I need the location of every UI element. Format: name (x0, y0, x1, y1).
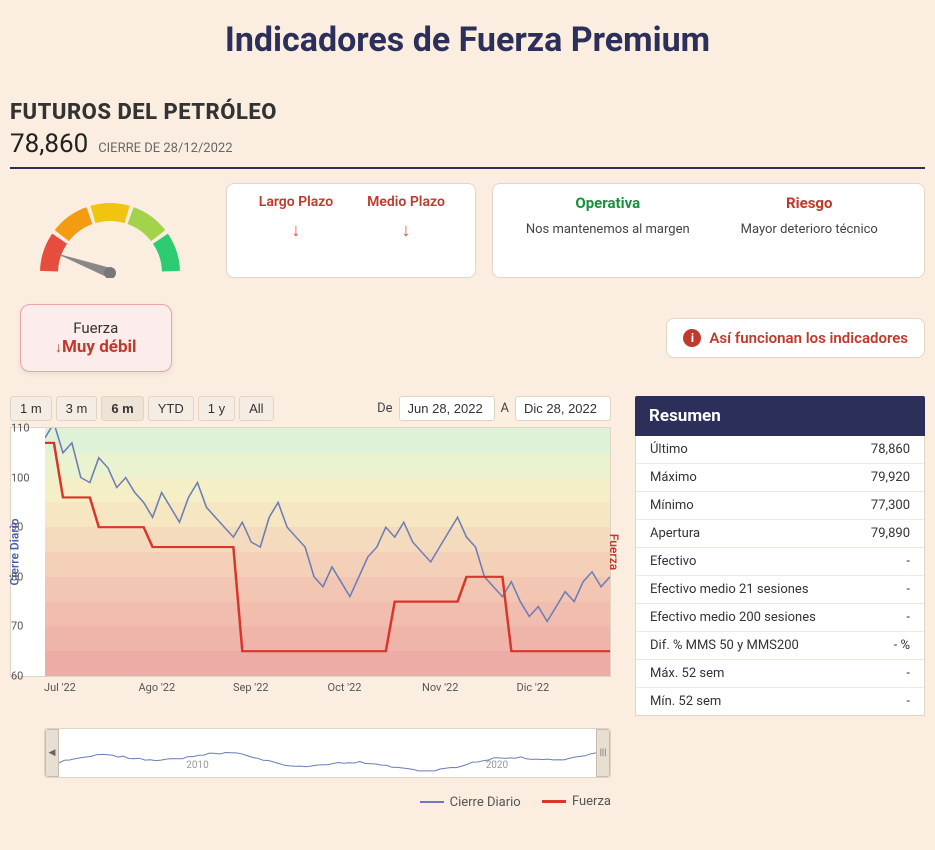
summary-row: Efectivo medio 200 sesiones- (636, 604, 924, 632)
summary-row: Máx. 52 sem- (636, 660, 924, 688)
date-to-label: A (501, 401, 509, 416)
range-YTD[interactable]: YTD (148, 396, 194, 421)
fuerza-title: Fuerza (55, 319, 137, 337)
nav-label-2: 2020 (486, 760, 508, 771)
legend: Cierre Diario Fuerza (10, 792, 611, 810)
range-6m[interactable]: 6 m (101, 396, 143, 421)
summary-panel: Resumen Último78,860Máximo79,920Mínimo77… (635, 396, 925, 716)
riesgo-value: Mayor deterioro técnico (709, 222, 911, 237)
summary-row: Apertura79,890 (636, 520, 924, 548)
nav-handle-right[interactable]: ||| (596, 729, 610, 777)
range-selector: 1 m3 m6 mYTD1 yAll De A (10, 396, 611, 421)
fuerza-value: ↓Muy débil (55, 337, 137, 357)
info-icon: i (683, 329, 701, 347)
gauge (10, 183, 210, 278)
legend-fuerza: Fuerza (572, 794, 611, 809)
largo-plazo-label: Largo Plazo (241, 194, 351, 210)
last-price: 78,860 (10, 129, 88, 159)
info-link[interactable]: i Así funcionan los indicadores (666, 318, 925, 358)
range-1y[interactable]: 1 y (198, 396, 235, 421)
nav-label-1: 2010 (186, 760, 208, 771)
operativa-value: Nos mantenemos al margen (507, 222, 709, 237)
summary-row: Último78,860 (636, 436, 924, 464)
range-All[interactable]: All (239, 396, 273, 421)
summary-row: Efectivo- (636, 548, 924, 576)
summary-row: Mínimo77,300 (636, 492, 924, 520)
largo-plazo-arrow-down-icon: ↓ (241, 220, 351, 241)
medio-plazo-label: Medio Plazo (351, 194, 461, 210)
trend-card: Largo Plazo ↓ Medio Plazo ↓ (226, 183, 476, 278)
instrument-name: FUTUROS DEL PETRÓLEO (10, 100, 925, 125)
nav-handle-left[interactable]: ◀ (45, 729, 59, 777)
range-1m[interactable]: 1 m (10, 396, 52, 421)
date-from-input[interactable] (399, 396, 495, 421)
fuerza-box: Fuerza ↓Muy débil (20, 304, 172, 372)
page-title: Indicadores de Fuerza Premium (10, 20, 925, 60)
main-chart[interactable]: Cierre Diario Fuerza 60708090100110 (10, 427, 611, 677)
medio-plazo-arrow-down-icon: ↓ (351, 220, 461, 241)
range-3m[interactable]: 3 m (56, 396, 98, 421)
summary-row: Dif. % MMS 50 y MMS200- % (636, 632, 924, 660)
info-link-text: Así funcionan los indicadores (709, 329, 908, 347)
summary-row: Máximo79,920 (636, 464, 924, 492)
navigator[interactable]: ◀ 2010 2020 ||| (44, 728, 611, 778)
close-date: CIERRE DE 28/12/2022 (98, 141, 232, 156)
divider (10, 167, 925, 169)
riesgo-label: Riesgo (709, 194, 911, 212)
date-from-label: De (377, 401, 392, 416)
date-to-input[interactable] (515, 396, 611, 421)
summary-row: Efectivo medio 21 sesiones- (636, 576, 924, 604)
legend-cierre: Cierre Diario (450, 795, 521, 810)
summary-row: Mín. 52 sem- (636, 688, 924, 715)
operativa-card: Operativa Nos mantenemos al margen Riesg… (492, 183, 925, 278)
summary-header: Resumen (635, 396, 925, 436)
operativa-label: Operativa (507, 194, 709, 212)
